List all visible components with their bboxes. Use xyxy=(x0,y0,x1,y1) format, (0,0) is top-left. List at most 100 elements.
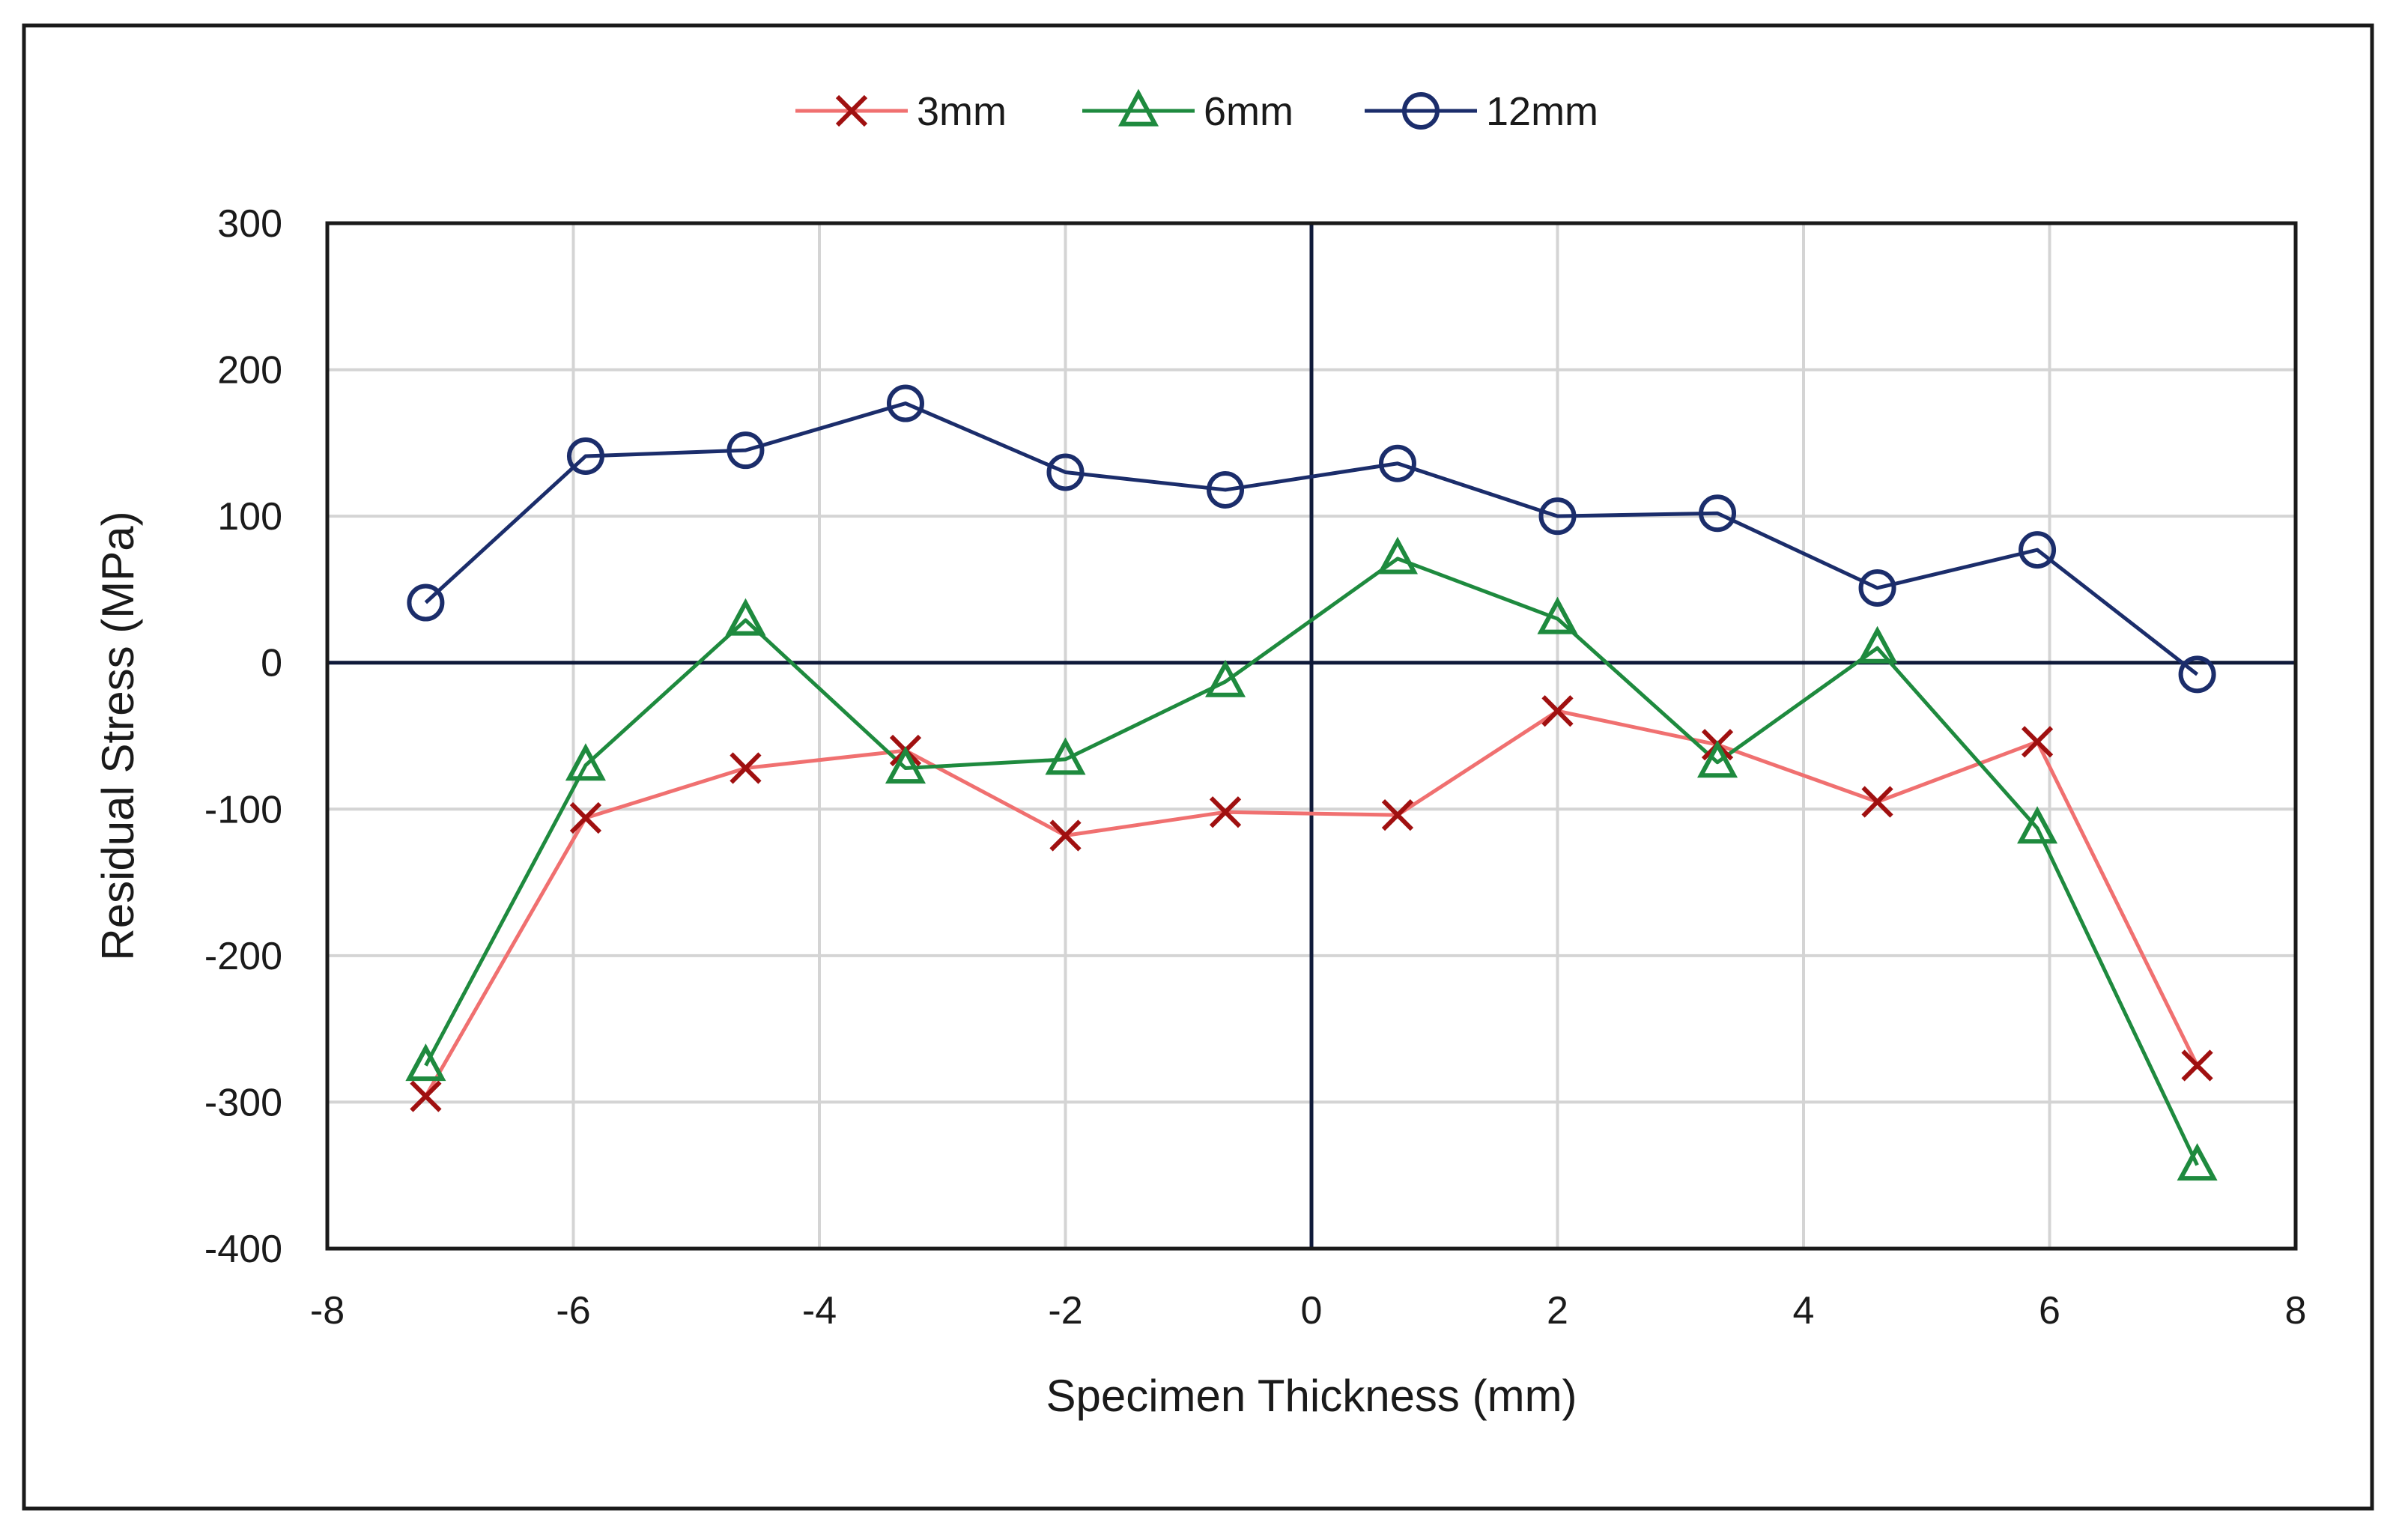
plot-area-border xyxy=(325,221,2298,1251)
x-tick-label: -4 xyxy=(802,1289,837,1333)
triangle-marker xyxy=(885,746,926,784)
triangle-marker xyxy=(1204,659,1246,697)
triangle-marker xyxy=(565,743,606,781)
x-marker-stroke xyxy=(835,94,868,127)
legend-label: 12mm xyxy=(1486,89,1598,134)
x-marker-stroke xyxy=(410,1080,442,1112)
triangle-marker xyxy=(1117,88,1159,127)
marker-3mm xyxy=(2021,726,2054,758)
legend-label: 3mm xyxy=(917,89,1007,134)
marker-6mm xyxy=(2017,806,2058,844)
marker-6mm xyxy=(2177,1143,2218,1181)
x-tick-labels: -8 -6 -4 -2 0 2 4 6 8 xyxy=(310,1289,2307,1333)
marker-3mm xyxy=(569,801,602,834)
marker-6mm xyxy=(1045,737,1086,775)
marker-3mm xyxy=(835,94,868,127)
marker-12mm xyxy=(1402,92,1440,130)
x-tick-label: 4 xyxy=(1793,1289,1815,1333)
triangle-marker xyxy=(1696,740,1738,778)
y-tick-label: 200 xyxy=(217,349,282,392)
marker-6mm xyxy=(1537,596,1578,634)
triangle-marker xyxy=(405,1043,446,1082)
triangle-marker xyxy=(1045,737,1086,775)
legend-item-12mm: 12mm xyxy=(1365,89,1598,134)
x-tick-label: 2 xyxy=(1547,1289,1568,1333)
triangle-marker xyxy=(1377,536,1419,575)
marker-6mm xyxy=(885,746,926,784)
circle-marker xyxy=(1207,470,1245,509)
marker-3mm xyxy=(1541,695,1574,727)
circle-marker xyxy=(566,437,604,475)
x-tick-label: -6 xyxy=(556,1289,590,1333)
marker-12mm xyxy=(1538,497,1577,536)
legend: 3mm 6mm 12mm xyxy=(795,88,1598,134)
x-marker-stroke xyxy=(2181,1049,2213,1082)
marker-6mm xyxy=(725,598,766,636)
marker-3mm xyxy=(410,1080,442,1112)
y-tick-label: 300 xyxy=(217,202,282,246)
marker-12mm xyxy=(1699,494,1737,533)
y-tick-label: 100 xyxy=(217,495,282,539)
y-tick-label: -100 xyxy=(204,788,282,831)
x-tick-label: 0 xyxy=(1301,1289,1323,1333)
series-line-6mm xyxy=(424,557,2199,1166)
marker-6mm xyxy=(1857,625,1898,664)
marker-12mm xyxy=(1378,444,1416,482)
y-tick-label: -200 xyxy=(204,935,282,978)
marker-3mm xyxy=(1381,798,1414,831)
x-tick-label: 6 xyxy=(2039,1289,2060,1333)
circle-marker xyxy=(2178,655,2216,694)
triangle-marker xyxy=(2017,806,2058,844)
marker-3mm xyxy=(1049,819,1082,852)
y-tick-label: -300 xyxy=(204,1081,282,1124)
x-marker-stroke xyxy=(1209,796,1242,828)
marker-6mm xyxy=(1117,88,1159,127)
x-marker-stroke xyxy=(1541,695,1574,727)
circle-marker xyxy=(886,384,924,422)
circle-marker xyxy=(1858,569,1896,607)
y-tick-label: 0 xyxy=(261,642,282,685)
circle-marker xyxy=(1538,497,1577,536)
triangle-marker xyxy=(1537,596,1578,634)
marker-6mm xyxy=(565,743,606,781)
marker-6mm xyxy=(405,1043,446,1082)
x-marker-stroke xyxy=(1049,819,1082,852)
marker-12mm xyxy=(1207,470,1245,509)
triangle-marker xyxy=(2177,1143,2218,1181)
figure-border xyxy=(22,23,2374,1511)
legend-item-6mm: 6mm xyxy=(1082,88,1293,134)
legend-item-3mm: 3mm xyxy=(795,89,1007,134)
x-marker-stroke xyxy=(1381,798,1414,831)
x-tick-label: -2 xyxy=(1048,1289,1082,1333)
marker-12mm xyxy=(2178,655,2216,694)
marker-12mm xyxy=(1046,453,1085,491)
circle-marker xyxy=(2019,531,2057,569)
marker-3mm xyxy=(2181,1049,2213,1082)
circle-marker xyxy=(1378,444,1416,482)
x-marker-stroke xyxy=(730,752,762,784)
x-tick-label: 8 xyxy=(2285,1289,2307,1333)
marker-12mm xyxy=(727,431,765,470)
x-tick-label: -8 xyxy=(310,1289,345,1333)
marker-12mm xyxy=(2019,531,2057,569)
marker-12mm xyxy=(566,437,604,475)
triangle-marker xyxy=(1857,625,1898,664)
zero-axes xyxy=(327,223,2296,1249)
marker-6mm xyxy=(1696,740,1738,778)
triangle-marker xyxy=(725,598,766,636)
legend-label: 6mm xyxy=(1204,89,1293,134)
series-line-12mm xyxy=(424,401,2199,676)
marker-12mm xyxy=(407,583,445,622)
x-axis-title: Specimen Thickness (mm) xyxy=(1046,1371,1577,1421)
x-marker-stroke xyxy=(569,801,602,834)
marker-3mm xyxy=(1209,796,1242,828)
x-marker-stroke xyxy=(1861,786,1893,818)
circle-marker xyxy=(1046,453,1085,491)
y-tick-labels: 300 200 100 0 -100 -200 -300 -400 xyxy=(204,202,282,1271)
circle-marker xyxy=(1699,494,1737,533)
series-lines xyxy=(424,401,2199,1166)
series-line-3mm xyxy=(424,709,2199,1097)
marker-6mm xyxy=(1204,659,1246,697)
